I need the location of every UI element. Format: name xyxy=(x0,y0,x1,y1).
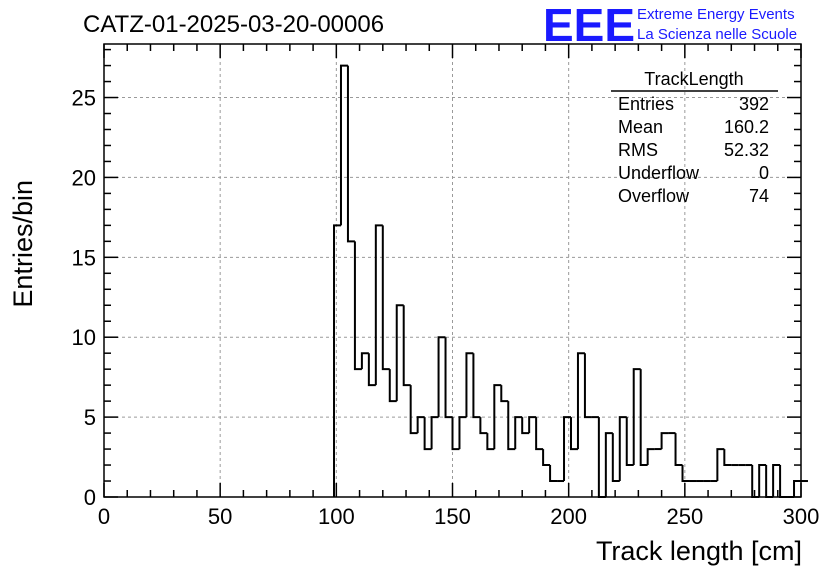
stats-value: 0 xyxy=(759,163,769,183)
stats-value: 392 xyxy=(739,94,769,114)
y-axis-label: Entries/bin xyxy=(8,180,38,308)
histogram-bin xyxy=(618,416,627,482)
x-tick-label: 50 xyxy=(208,504,232,529)
stats-label: Mean xyxy=(618,117,663,137)
histogram-bin xyxy=(716,448,725,482)
histogram-bin xyxy=(486,433,495,451)
histogram-bin xyxy=(367,353,376,387)
histogram-bin xyxy=(576,352,585,450)
histogram-bin xyxy=(779,465,788,498)
histogram-bin xyxy=(514,416,523,450)
stats-label: Entries xyxy=(618,94,674,114)
histogram-bin xyxy=(723,449,732,467)
histogram-bin xyxy=(758,464,767,497)
histogram-bin xyxy=(360,352,369,370)
stats-value: 74 xyxy=(749,186,769,206)
stats-label: RMS xyxy=(618,140,658,160)
histogram-bin xyxy=(632,368,641,466)
stats-box: TrackLength Entries 392 Mean 160.2 RMS 52.32 U… xyxy=(611,69,778,206)
histogram-bin xyxy=(479,417,488,435)
histogram-bin xyxy=(458,416,467,450)
histogram-bin xyxy=(451,417,460,451)
histogram-bin xyxy=(793,480,801,497)
histogram-bin xyxy=(423,417,432,451)
histogram-bin xyxy=(528,416,537,434)
histogram-bin xyxy=(507,401,516,451)
histogram-bin xyxy=(765,465,774,498)
histogram-bin xyxy=(772,464,781,497)
histogram-bin xyxy=(416,416,425,434)
chart-title: CATZ-01-2025-03-20-00006 xyxy=(83,11,384,38)
histogram-bin xyxy=(583,353,592,419)
x-tick-label: 0 xyxy=(98,504,110,529)
histogram-bin xyxy=(388,369,397,403)
histogram-bin xyxy=(597,417,606,498)
histogram-bars xyxy=(333,64,808,498)
histogram-bin xyxy=(535,417,544,451)
histogram-bin xyxy=(625,417,634,467)
histogram-bin xyxy=(346,65,355,243)
logo-line-2: La Scienza nelle Scuole xyxy=(637,26,797,43)
stats-value: 52.32 xyxy=(724,140,769,160)
logo-line-1: Extreme Energy Events xyxy=(637,6,795,23)
histogram-bin xyxy=(751,465,760,498)
histogram-bin xyxy=(639,369,648,467)
stats-label: Underflow xyxy=(618,163,700,183)
y-tick-label: 5 xyxy=(84,405,96,430)
histogram-bin xyxy=(569,417,578,451)
histogram-bin xyxy=(437,336,446,418)
y-tick-label: 10 xyxy=(72,325,96,350)
x-tick-label: 250 xyxy=(666,504,703,529)
histogram-bin xyxy=(493,384,502,450)
stats-rows: Entries 392 Mean 160.2 RMS 52.32 Underflow 0 Ove… xyxy=(618,94,769,206)
histogram-bin xyxy=(402,305,411,387)
histogram-bin xyxy=(611,433,620,483)
histogram-bin xyxy=(430,416,439,450)
x-tick-label: 200 xyxy=(550,504,587,529)
x-tick-label: 300 xyxy=(783,504,820,529)
histogram-bin xyxy=(333,224,341,497)
y-tick-label: 15 xyxy=(72,245,96,270)
histogram-bin xyxy=(604,432,613,497)
logo-mark: EEE xyxy=(543,0,635,51)
histogram-bin xyxy=(674,433,683,467)
histogram-bin xyxy=(646,448,655,466)
histogram-bin xyxy=(681,465,690,483)
histogram-bin xyxy=(549,465,558,483)
x-axis-label: Track length [cm] xyxy=(596,536,802,566)
histogram-bin xyxy=(374,224,383,386)
histogram-bin xyxy=(500,385,509,403)
axes: 0 50 100 150 200 250 300 0 5 10 15 20 25 xyxy=(72,43,820,529)
histogram-bin xyxy=(563,416,571,482)
histogram-bin xyxy=(395,304,404,402)
histogram-bin xyxy=(465,352,474,418)
x-tick-label: 100 xyxy=(318,504,355,529)
stats-title: TrackLength xyxy=(644,69,743,89)
x-tick-label: 150 xyxy=(434,504,471,529)
histogram-bin xyxy=(409,385,418,435)
histogram-bin xyxy=(660,432,669,450)
histogram-bin xyxy=(472,353,481,419)
histogram-bin xyxy=(444,337,453,419)
stats-value: 160.2 xyxy=(724,117,769,137)
y-tick-label: 0 xyxy=(84,485,96,510)
y-tick-label: 20 xyxy=(72,165,96,190)
histogram-bin xyxy=(353,241,362,371)
stats-label: Overflow xyxy=(618,186,690,206)
y-tick-label: 25 xyxy=(72,86,96,111)
eee-logo: EEE Extreme Energy Events La Scienza nel… xyxy=(543,0,797,51)
histogram-bin xyxy=(381,225,390,371)
histogram-bin xyxy=(542,449,551,467)
histogram-bin xyxy=(339,64,348,226)
histogram-bin xyxy=(521,417,530,435)
